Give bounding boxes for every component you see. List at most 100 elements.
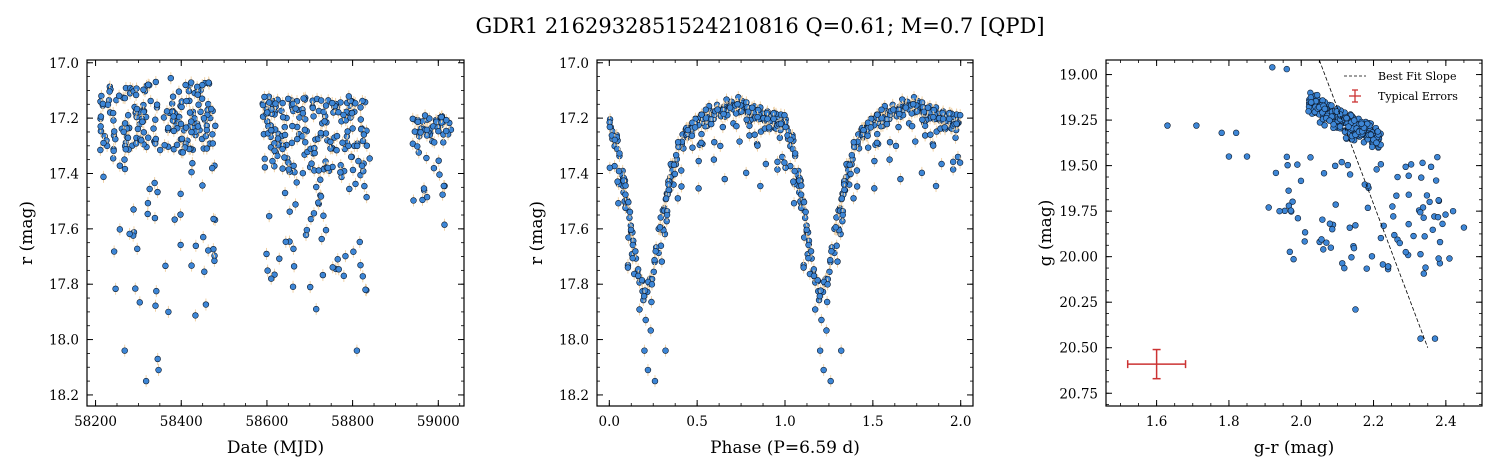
- data-point: [629, 254, 636, 262]
- data-point: [886, 138, 894, 146]
- data-point: [1367, 131, 1375, 138]
- data-point: [648, 281, 656, 288]
- data-point: [1328, 102, 1335, 109]
- y-tick-label: 17.4: [559, 166, 589, 182]
- data-point: [359, 137, 367, 145]
- data-point: [927, 131, 934, 138]
- data-point: [122, 146, 129, 153]
- data-point: [838, 195, 846, 202]
- data-point: [1284, 161, 1291, 169]
- data-point: [807, 248, 815, 255]
- data-point: [662, 195, 670, 202]
- data-point: [317, 176, 324, 183]
- data-point: [154, 355, 161, 363]
- data-point: [953, 120, 960, 127]
- data-point: [357, 116, 364, 123]
- data-point: [320, 108, 327, 116]
- y-tick-label: 18.0: [559, 333, 589, 349]
- data-point: [1405, 172, 1412, 179]
- data-point: [902, 104, 910, 111]
- data-point: [908, 110, 915, 117]
- data-point: [144, 134, 152, 141]
- data-point: [765, 124, 773, 131]
- data-point: [956, 159, 964, 166]
- best-fit-line: [1318, 59, 1429, 348]
- data-point: [910, 94, 918, 101]
- data-point: [1436, 238, 1444, 246]
- data-point: [1336, 123, 1344, 130]
- data-point: [155, 366, 162, 374]
- data-point: [735, 94, 742, 101]
- data-point: [774, 158, 781, 166]
- data-point: [622, 182, 629, 189]
- data-point: [345, 93, 353, 100]
- data-point: [417, 129, 424, 136]
- data-point: [708, 120, 715, 128]
- data-point: [814, 276, 821, 284]
- data-point: [310, 113, 317, 120]
- data-point: [139, 118, 146, 125]
- data-point: [299, 110, 307, 117]
- data-point: [358, 162, 366, 169]
- data-point: [178, 103, 185, 111]
- data-point: [1320, 246, 1327, 253]
- data-point: [1331, 162, 1339, 170]
- data-point: [742, 169, 750, 177]
- data-point: [816, 292, 824, 300]
- data-point: [1318, 236, 1325, 243]
- data-point: [100, 139, 107, 147]
- data-point: [200, 233, 207, 241]
- y-tick-label: 17.8: [559, 277, 589, 293]
- data-point: [1333, 108, 1341, 115]
- data-point: [800, 198, 808, 206]
- figure-title: GDR1 2162932851524210816 Q=0.61; M=0.7 […: [475, 14, 1044, 38]
- data-point: [853, 167, 861, 174]
- data-point: [274, 152, 281, 160]
- data-point: [1218, 129, 1225, 137]
- data-point: [202, 301, 210, 308]
- data-point: [828, 248, 835, 255]
- data-point: [647, 327, 654, 334]
- data-point: [1321, 122, 1328, 129]
- data-point: [279, 145, 286, 153]
- data-point: [918, 169, 926, 177]
- data-point: [1396, 239, 1403, 247]
- data-point: [920, 108, 928, 115]
- x-tick-label: 58400: [160, 414, 203, 430]
- x-tick-label: 1.5: [862, 414, 883, 430]
- data-point: [781, 159, 788, 166]
- data-point: [337, 169, 344, 176]
- data-point: [205, 247, 212, 254]
- x-tick-label: 58600: [245, 414, 288, 430]
- data-point: [816, 347, 824, 354]
- panel-light-curve: 58200 58400 58600 58800 59000 17.0 17.2 17.4 17.…: [17, 56, 465, 458]
- data-point: [801, 214, 809, 222]
- data-point: [827, 256, 834, 264]
- legend-error-swatch: [1349, 89, 1361, 103]
- data-point: [803, 226, 810, 234]
- y-tick-label: 18.2: [559, 388, 589, 404]
- data-point: [1427, 163, 1435, 171]
- data-point: [169, 93, 177, 100]
- data-point: [194, 91, 201, 98]
- data-point: [1341, 264, 1348, 272]
- data-point: [335, 266, 342, 273]
- data-point: [695, 157, 702, 165]
- data-point: [346, 185, 353, 193]
- data-point: [109, 109, 117, 117]
- data-point: [1338, 158, 1345, 166]
- data-point: [136, 299, 143, 306]
- data-point: [440, 182, 448, 190]
- data-point: [209, 164, 216, 172]
- data-point: [1314, 91, 1321, 99]
- data-point: [1269, 64, 1276, 71]
- data-point: [1350, 117, 1358, 124]
- data-point: [1286, 248, 1294, 256]
- legend-entry-fit: Best Fit Slope: [1378, 70, 1456, 83]
- data-point: [333, 132, 341, 140]
- data-point: [1294, 215, 1302, 222]
- data-point: [757, 182, 764, 190]
- data-point: [177, 211, 184, 218]
- data-point: [841, 186, 848, 194]
